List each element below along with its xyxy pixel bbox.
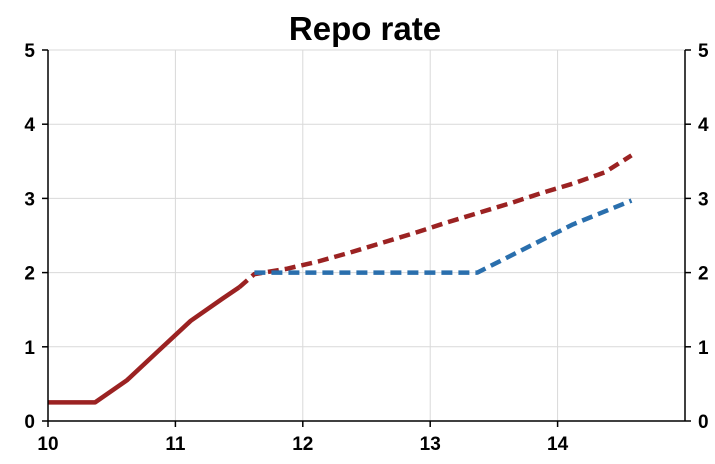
series-line-1 — [237, 153, 633, 290]
x-tick-label-4: 14 — [547, 434, 569, 455]
x-tick-label-1: 11 — [165, 434, 186, 455]
axes — [42, 49, 691, 427]
x-tick-label-2: 12 — [292, 434, 313, 455]
x-tick-label-3: 13 — [420, 434, 441, 455]
y-right-tick-label-4: 4 — [698, 115, 709, 136]
y-left-tick-label-2: 2 — [24, 264, 35, 285]
y-left-tick-label-4: 4 — [24, 115, 35, 136]
series-line-0 — [48, 285, 241, 405]
y-left-tick-label-1: 1 — [24, 338, 35, 359]
y-right-tick-label-5: 5 — [698, 41, 709, 62]
y-right-tick-label-2: 2 — [698, 264, 709, 285]
y-left-tick-label-0: 0 — [24, 412, 35, 433]
y-right-tick-label-1: 1 — [698, 338, 709, 359]
series-lines — [48, 153, 633, 405]
x-tick-label-0: 10 — [37, 434, 58, 455]
y-right-tick-label-0: 0 — [698, 412, 709, 433]
y-right-tick-label-3: 3 — [698, 189, 709, 210]
y-left-tick-label-5: 5 — [24, 41, 35, 62]
chart-title: Repo rate — [289, 10, 441, 47]
series-line-2 — [254, 198, 633, 275]
y-left-tick-label-3: 3 — [24, 189, 35, 210]
